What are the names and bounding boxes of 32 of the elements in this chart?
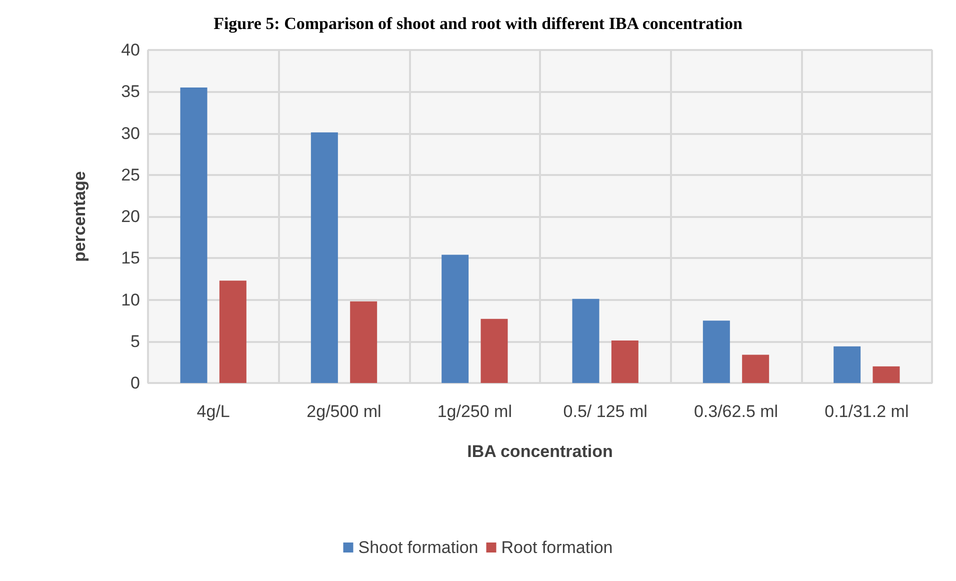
bar (834, 346, 861, 383)
x-tick-label: 0.3/62.5 ml (694, 402, 778, 421)
y-tick-label: 0 (130, 374, 140, 392)
y-tick-label: 15 (121, 248, 140, 268)
bar (572, 298, 600, 383)
legend-label: Root formation (501, 538, 613, 557)
chart-title: Figure 5: Comparison of shoot and root with different IBA concentration (214, 14, 743, 33)
bar (611, 340, 638, 383)
bar (219, 280, 246, 383)
bar (442, 254, 469, 383)
y-tick-label: 5 (130, 332, 140, 351)
y-tick-label: 20 (121, 207, 140, 226)
y-axis-title: percentage (70, 171, 89, 262)
x-tick-label: 4g/L (196, 402, 230, 421)
bar (480, 318, 508, 383)
y-tick-label: 25 (121, 165, 140, 184)
bar (742, 354, 770, 383)
bar (702, 320, 730, 383)
y-tick-label: 10 (121, 290, 140, 310)
bar (350, 301, 378, 383)
x-tick-label: 0.5/ 125 ml (563, 402, 648, 421)
legend-label: Shoot formation (358, 538, 478, 557)
y-tick-label: 30 (121, 124, 140, 143)
x-tick-label: 2g/500 ml (306, 402, 382, 421)
x-tick-label: 1g/250 ml (437, 402, 512, 421)
bar (180, 87, 208, 383)
y-tick-label: 40 (121, 40, 140, 60)
x-axis-title: IBA concentration (467, 442, 613, 461)
x-tick-label: 0.1/31.2 ml (824, 402, 909, 421)
bar (310, 132, 338, 383)
bar (872, 366, 900, 383)
y-tick-label: 35 (121, 82, 140, 102)
